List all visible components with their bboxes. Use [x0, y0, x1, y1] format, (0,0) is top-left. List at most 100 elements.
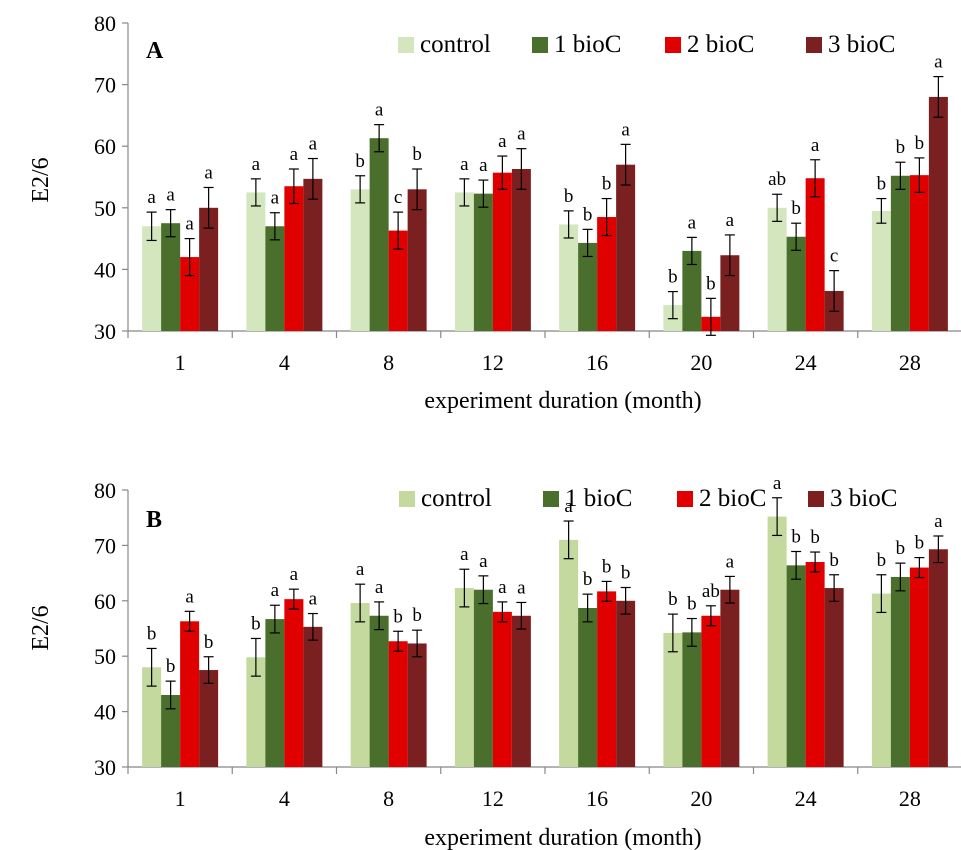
bar-a: [284, 186, 304, 331]
significance-letter-a: a: [271, 188, 280, 209]
y-tick-label-b: 80: [94, 478, 116, 503]
significance-letter-b: a: [517, 577, 526, 598]
legend-swatch-b: [543, 491, 559, 507]
bar-a: [454, 192, 474, 331]
bar-b: [559, 539, 579, 767]
bar-a: [473, 193, 493, 331]
chart-panel-a: A E2/6 experiment duration (month) 30 40 5…: [28, 11, 961, 414]
bar-a: [682, 250, 702, 331]
bar-b: [682, 632, 702, 767]
legend-swatch-b: [399, 491, 415, 507]
bar-b: [578, 608, 598, 767]
significance-letter-b: a: [726, 551, 735, 572]
legend-swatch-a: [398, 37, 414, 53]
legend-label-b: 3 bioC: [830, 485, 897, 512]
significance-letter-b: b: [810, 527, 820, 548]
y-axis-label-a: E2/6: [28, 157, 54, 202]
x-tick-label-b: 4: [279, 786, 290, 811]
bar-a: [597, 217, 617, 331]
significance-letter-a: b: [896, 137, 906, 158]
bar-b: [928, 549, 948, 767]
significance-letter-a: b: [412, 144, 422, 165]
significance-letter-b: a: [460, 544, 469, 565]
significance-letter-a: a: [621, 119, 630, 140]
x-tick-label-b: 28: [899, 786, 921, 811]
significance-letter-b: b: [147, 623, 157, 644]
legend-label-a: control: [420, 31, 491, 58]
bar-b: [388, 641, 408, 767]
bar-b: [454, 588, 474, 767]
significance-letter-a: b: [791, 198, 801, 219]
legend-label-a: 3 bioC: [828, 31, 895, 58]
significance-letter-b: a: [479, 551, 488, 572]
legend-swatch-a: [806, 37, 822, 53]
bar-b: [369, 615, 389, 767]
x-tick-label-a: 12: [482, 350, 504, 375]
significance-letter-b: ab: [702, 581, 720, 602]
significance-letter-a: b: [877, 174, 887, 195]
bar-a: [492, 172, 512, 331]
y-tick-label-a: 40: [94, 257, 116, 282]
significance-letter-a: a: [726, 210, 735, 231]
bar-a: [199, 207, 219, 331]
bar-b: [824, 588, 844, 767]
significance-letter-b: b: [829, 550, 839, 571]
significance-letter-b: b: [687, 594, 697, 615]
bar-a: [578, 242, 598, 331]
bar-b: [246, 657, 266, 767]
x-tick-label-b: 1: [175, 786, 186, 811]
bar-b: [909, 567, 929, 767]
significance-letter-a: c: [394, 187, 402, 208]
y-axis-label-b: E2/6: [28, 605, 54, 650]
bar-b: [350, 603, 370, 767]
significance-letter-a: a: [204, 162, 213, 183]
y-tick-label-a: 60: [94, 134, 116, 159]
significance-letter-a: a: [166, 185, 175, 206]
significance-letter-b: a: [185, 586, 194, 607]
bar-b: [597, 591, 617, 767]
bar-a: [265, 226, 285, 331]
significance-letter-b: a: [934, 511, 943, 532]
significance-letter-a: b: [583, 204, 593, 225]
x-tick-label-a: 20: [690, 350, 712, 375]
significance-letter-a: a: [460, 154, 469, 175]
bar-b: [616, 600, 636, 767]
significance-letter-a: b: [355, 151, 365, 172]
bar-a: [720, 255, 740, 331]
bar-a: [786, 236, 806, 331]
bar-b: [767, 516, 787, 767]
bar-b: [180, 621, 200, 767]
x-tick-label-b: 24: [795, 786, 817, 811]
significance-letter-b: a: [773, 473, 782, 494]
significance-letter-a: a: [811, 135, 820, 156]
significance-letter-a: a: [147, 187, 156, 208]
significance-letter-b: b: [204, 632, 214, 653]
significance-letter-b: a: [356, 559, 365, 580]
y-tick-label-b: 40: [94, 700, 116, 725]
bar-b: [492, 611, 512, 767]
x-tick-label-b: 8: [383, 786, 394, 811]
x-tick-label-a: 1: [175, 350, 186, 375]
bar-a: [407, 189, 427, 331]
bar-b: [786, 565, 806, 767]
significance-letter-b: b: [668, 589, 678, 610]
significance-letter-b: b: [251, 613, 261, 634]
bar-b: [161, 694, 181, 767]
bar-a: [890, 175, 910, 331]
significance-letter-b: b: [412, 605, 422, 626]
legend-label-b: 2 bioC: [699, 485, 766, 512]
significance-letter-a: a: [375, 100, 384, 121]
bar-b: [890, 576, 910, 767]
significance-letter-b: b: [602, 556, 612, 577]
significance-letter-a: a: [252, 154, 261, 175]
y-tick-label-b: 50: [94, 644, 116, 669]
significance-letter-b: a: [375, 577, 384, 598]
legend-label-a: 1 bioC: [554, 31, 621, 58]
y-tick-label-a: 80: [94, 11, 116, 36]
bar-b: [871, 593, 891, 767]
bar-a: [928, 96, 948, 331]
bar-a: [350, 189, 370, 331]
panel-label-b: B: [146, 507, 162, 533]
bar-b: [407, 643, 427, 767]
x-tick-label-b: 16: [586, 786, 608, 811]
